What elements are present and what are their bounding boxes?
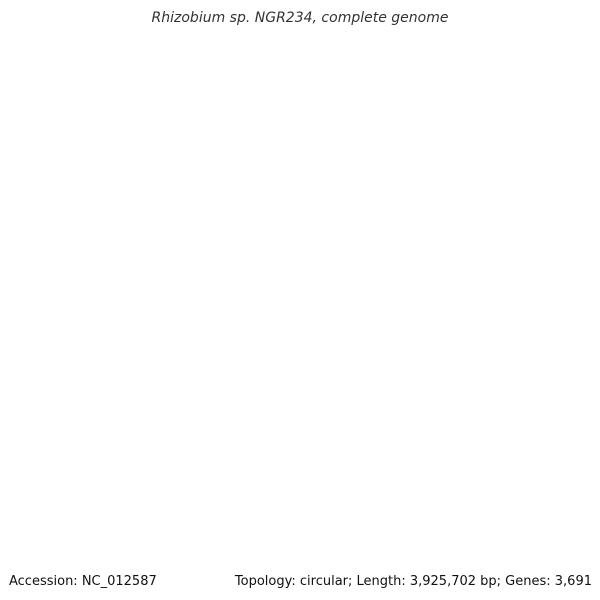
genome-title: Rhizobium sp. NGR234, complete genome: [151, 10, 449, 26]
accession-label: Accession: NC_012587: [9, 574, 157, 589]
topology-label: Topology: circular; Length: 3,925,702 bp…: [234, 574, 592, 589]
